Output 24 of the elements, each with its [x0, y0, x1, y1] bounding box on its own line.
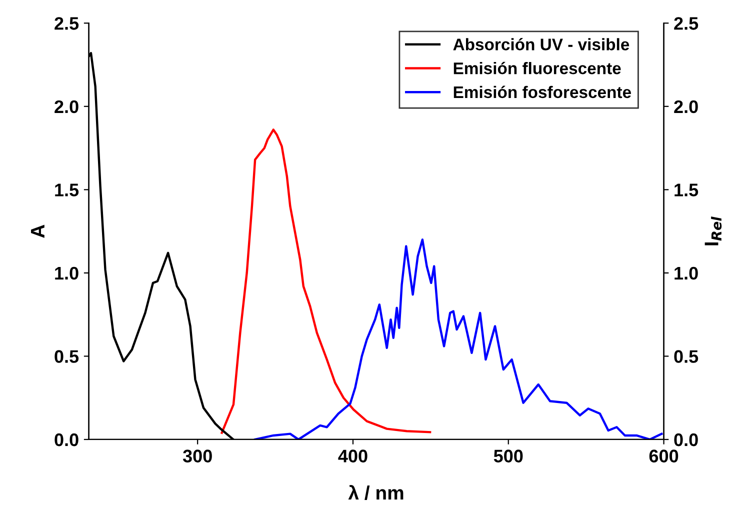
y-axis-title: A [31, 224, 44, 238]
y-tick-label: 2.5 [54, 17, 79, 30]
legend-label: Emisión fosforescente [454, 86, 631, 98]
y2-axis-title: I$_{Rel}$ [704, 216, 722, 246]
x-tick-label: 500 [494, 450, 523, 462]
y2-tick-label: 2.0 [674, 100, 698, 114]
y-tick-label: 0.5 [54, 350, 79, 363]
x-tick-label: 600 [649, 450, 678, 462]
y-tick-label: 0.0 [54, 433, 78, 446]
x-tick-label: 400 [338, 450, 368, 462]
y-tick-label: 2.0 [54, 100, 78, 114]
y-tick-label: 1.0 [55, 266, 78, 280]
line-series [220, 128, 432, 434]
y2-tick-label: 1.5 [674, 184, 698, 196]
y2-tick-label: 0.0 [674, 433, 698, 446]
x-axis-title: λ / nm [348, 484, 404, 500]
y2-tick-label: 0.5 [674, 350, 698, 363]
legend-label: Absorción UV - visible [453, 38, 630, 50]
y2-tick-label: 1.0 [674, 266, 698, 280]
line-series [254, 238, 663, 440]
y2-tick-label: 2.5 [674, 17, 698, 30]
y-tick-label: 1.5 [55, 184, 79, 196]
legend-label: Emisión fluorescente [454, 62, 621, 74]
x-tick-label: 300 [182, 450, 212, 462]
